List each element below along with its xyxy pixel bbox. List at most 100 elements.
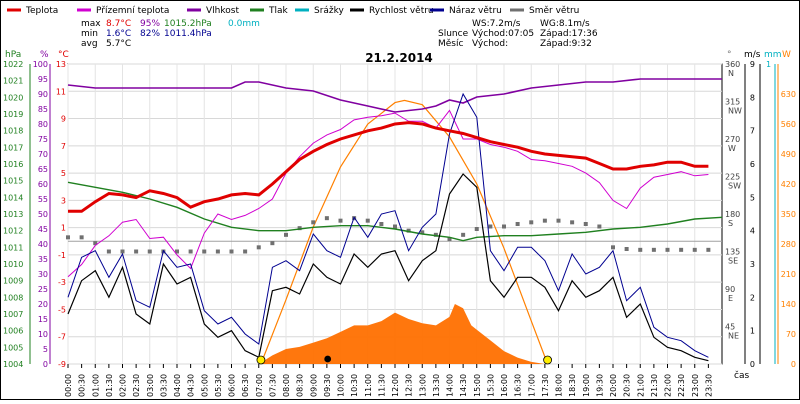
- x-tick-label: 22:00: [664, 374, 673, 397]
- wind-direction-point: [597, 224, 602, 229]
- temperature-tick-label: -5: [58, 305, 66, 314]
- legend-label: Přízemní teplota: [96, 6, 169, 16]
- temperature-tick-label: 11: [56, 87, 66, 96]
- x-tick-label: 06:00: [228, 374, 237, 397]
- solar-tick-label: 350: [781, 210, 796, 219]
- direction-tick-label: 180: [725, 210, 740, 219]
- solar-tick-label: 210: [781, 270, 796, 279]
- humidity-tick-label: 20: [38, 300, 48, 309]
- x-tick-label: 04:30: [187, 374, 196, 397]
- plot-area: [66, 78, 723, 365]
- wind-direction-point: [420, 230, 425, 235]
- wind-direction-point: [679, 247, 684, 252]
- stats-min-temp: 1.6°C: [106, 29, 131, 39]
- stats-label-avg: avg: [81, 39, 98, 49]
- solar-tick-label: 280: [781, 240, 796, 249]
- x-tick-label: 19:30: [595, 374, 604, 397]
- wind-direction-point: [447, 237, 452, 241]
- wind-direction-point: [706, 247, 711, 252]
- humidity-tick-label: 45: [38, 225, 48, 234]
- rain-tick-label: 1: [766, 60, 771, 69]
- humidity-tick-label: 0: [43, 360, 48, 369]
- x-tick-label: 09:30: [323, 374, 332, 397]
- wind-direction-point: [256, 245, 261, 250]
- temperature-tick-label: -1: [58, 251, 66, 260]
- temperature-tick-label: -9: [58, 360, 66, 369]
- stats-moonrise: Východ:: [472, 39, 508, 49]
- solar-tick-label: 0: [791, 360, 796, 369]
- solar-tick-label: 560: [781, 120, 796, 129]
- pressure-tick-label: 1007: [3, 310, 23, 319]
- pressure-tick-label: 1021: [3, 77, 23, 86]
- direction-tick-name: NE: [728, 332, 739, 341]
- x-tick-label: 23:30: [704, 374, 713, 397]
- x-tick-label: 21:00: [636, 374, 645, 397]
- direction-tick-name: SE: [728, 257, 738, 266]
- stats-max-pressure: 1015.2hPa: [164, 19, 212, 29]
- stats-moonset: Západ:9:32: [540, 39, 592, 49]
- stats-label-min: min: [81, 29, 98, 39]
- humidity-tick-label: 80: [38, 120, 48, 129]
- solar-tick-label: 140: [781, 300, 796, 309]
- pressure-line: [67, 181, 723, 242]
- x-tick-label: 13:30: [432, 374, 441, 397]
- wind-direction-point: [188, 249, 193, 254]
- temperature-tick-label: -3: [58, 278, 66, 287]
- stats-wind-gust: WG:8.1m/s: [540, 19, 590, 29]
- legend: Teplota Přízemní teplota Vlhkost Tlak Srážky…: [7, 6, 579, 16]
- x-tick-label: 15:30: [486, 374, 495, 397]
- wind-direction-point: [270, 241, 275, 246]
- x-tick-label: 09:00: [309, 374, 318, 397]
- wind-direction-point: [229, 249, 234, 254]
- humidity-tick-label: 100: [33, 60, 48, 69]
- sunrise-marker: [256, 355, 266, 365]
- wind-direction-point: [324, 216, 329, 221]
- direction-tick-label: 90: [725, 285, 735, 294]
- x-tick-label: 07:00: [255, 374, 264, 397]
- pressure-tick-label: 1022: [3, 60, 23, 69]
- wind-direction-point: [284, 232, 288, 237]
- pressure-tick-label: 1005: [3, 343, 23, 352]
- direction-tick-label: 270: [725, 135, 740, 144]
- wind-direction-point: [692, 247, 697, 252]
- pressure-tick-label: 1008: [3, 293, 23, 302]
- stats-avg-temp: 5.7°C: [106, 39, 131, 49]
- wind-direction-point: [147, 249, 152, 254]
- direction-tick-label: 135: [725, 248, 740, 257]
- x-tick-label: 19:00: [582, 374, 591, 397]
- wind-tick-label: 7: [750, 127, 755, 136]
- legend-label: Vlhkost: [206, 6, 239, 16]
- direction-tick-name: E: [728, 294, 733, 303]
- wind-direction-point: [379, 222, 384, 226]
- wind-direction-point: [611, 245, 615, 250]
- direction-tick-label: 225: [725, 173, 740, 182]
- legend-label: Rychlost větru: [369, 6, 434, 16]
- x-tick-label: 12:30: [405, 374, 414, 397]
- temperature-tick-label: 9: [61, 115, 66, 124]
- x-tick-label: 03:00: [146, 374, 155, 397]
- direction-tick-label: 45: [725, 323, 735, 332]
- humidity-tick-label: 65: [38, 165, 48, 174]
- x-tick-label: 18:30: [568, 374, 577, 397]
- solar-radiation-area: [258, 304, 545, 364]
- x-tick-label: 15:00: [473, 374, 482, 397]
- humidity-tick-label: 85: [38, 105, 48, 114]
- wind-tick-label: 4: [750, 227, 755, 236]
- sunset-marker: [543, 355, 552, 365]
- wind-direction-point: [202, 249, 207, 254]
- wind-direction-point: [542, 218, 547, 223]
- axis-headers: hPa % °C ° m/s mm W: [5, 50, 791, 60]
- direction-tick-name: N: [728, 69, 734, 78]
- pressure-tick-label: 1011: [3, 243, 23, 252]
- pressure-tick-label: 1012: [3, 227, 23, 236]
- wind-tick-label: 9: [750, 60, 755, 69]
- humidity-tick-label: 15: [38, 315, 48, 324]
- wind-direction-point: [338, 218, 343, 223]
- wind-tick-label: 1: [750, 327, 755, 336]
- x-tick-label: 21:30: [650, 374, 659, 397]
- stats-label-max: max: [81, 19, 101, 29]
- stats-sunrise: Východ:07:05: [472, 29, 534, 39]
- x-tick-label: 01:00: [91, 374, 100, 397]
- stats-max-temp: 8.7°C: [106, 19, 131, 29]
